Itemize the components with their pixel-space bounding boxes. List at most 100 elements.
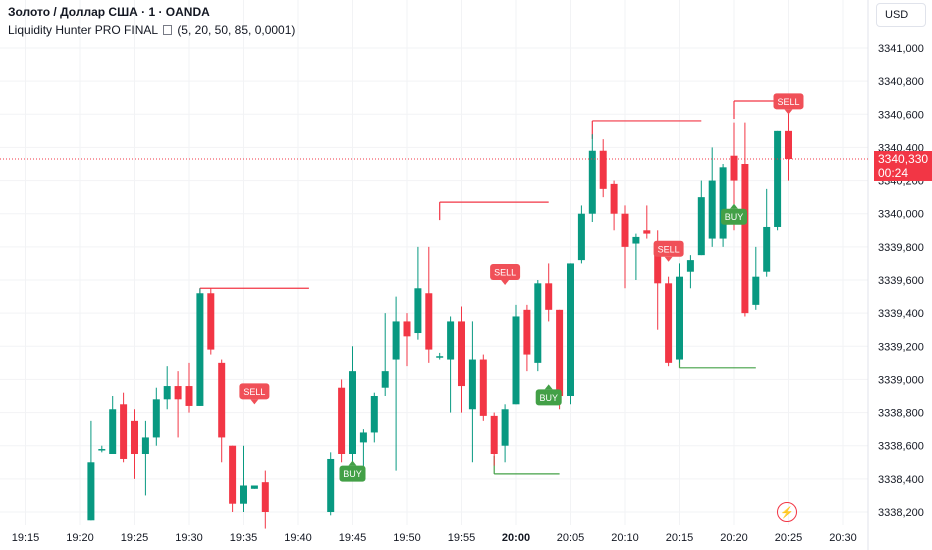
candle-body — [654, 243, 662, 284]
candle-body — [392, 321, 400, 360]
candle-down — [643, 205, 651, 239]
candle-up — [774, 130, 782, 231]
currency-button[interactable]: USD — [876, 3, 926, 27]
candle-up — [359, 429, 367, 471]
candle-up — [250, 485, 258, 489]
candle-up — [436, 352, 444, 360]
candle-body — [632, 236, 640, 244]
time-tick-label: 19:30 — [175, 532, 203, 544]
price-axis[interactable]: 3341,0003340,8003340,6003340,4003340,200… — [878, 43, 924, 519]
buy-signal: BUY — [721, 203, 747, 225]
signal-badge — [339, 465, 366, 482]
candle-up — [632, 233, 640, 280]
signal-badge — [239, 383, 270, 400]
resistance-level — [591, 120, 702, 139]
candle-body — [141, 437, 149, 454]
bar-countdown: 00:24 — [878, 166, 909, 180]
candle-body — [479, 359, 487, 416]
current-price-value: 3340,330 — [878, 152, 929, 166]
time-tick-label: 20:20 — [720, 532, 748, 544]
candle-body — [120, 404, 128, 459]
candle-up — [468, 321, 476, 463]
candle-up — [240, 445, 247, 512]
current-price-tag: 3340,330 00:24 — [874, 151, 932, 181]
candle-body — [87, 462, 95, 521]
candle-body — [131, 420, 138, 454]
signal-label: BUY — [725, 212, 744, 222]
indicator-settings-icon[interactable] — [162, 25, 172, 35]
support-level — [493, 455, 560, 475]
time-tick-label: 20:10 — [611, 532, 639, 544]
candle-body — [414, 288, 422, 334]
candle-down — [458, 306, 465, 413]
candle-down — [403, 313, 411, 367]
signal-label: SELL — [777, 97, 799, 107]
candle-body — [436, 356, 444, 358]
candle-down — [610, 180, 618, 231]
replay-bolt-icon[interactable]: ⚡ — [777, 502, 797, 522]
signal-badge — [535, 389, 562, 406]
candle-body — [174, 386, 182, 400]
candle-up — [763, 188, 771, 277]
signal-label: BUY — [343, 469, 362, 479]
candle-up — [697, 180, 705, 256]
candle-body — [207, 293, 215, 350]
candle-body — [610, 183, 618, 214]
candle-body — [774, 130, 782, 227]
indicator-params: (5, 20, 50, 85, 0,0001) — [177, 23, 296, 37]
candle-up — [708, 147, 716, 247]
candle-body — [545, 283, 553, 310]
signal-pointer — [544, 384, 553, 390]
candle-down — [229, 445, 237, 512]
candle-up — [109, 396, 117, 454]
candle-down — [261, 470, 269, 529]
candle-up — [196, 288, 204, 406]
price-tick-label: 3338,800 — [878, 408, 924, 420]
candle-body — [556, 309, 564, 396]
candle-up — [588, 134, 596, 222]
price-tick-label: 3340,800 — [878, 76, 924, 88]
price-tick-label: 3341,000 — [878, 43, 924, 55]
candle-down — [785, 110, 792, 181]
time-tick-label: 20:00 — [502, 532, 530, 544]
candle-up — [501, 404, 509, 463]
candle-body — [708, 180, 716, 239]
indicator-legend[interactable]: Liquidity Hunter PRO FINAL (5, 20, 50, 8… — [8, 23, 295, 37]
sell-signal: SELL — [490, 264, 521, 285]
candle-down — [120, 392, 128, 463]
candle-body — [98, 449, 106, 451]
time-tick-label: 20:30 — [829, 532, 857, 544]
candle-body — [338, 387, 346, 454]
time-tick-label: 19:15 — [12, 532, 40, 544]
candle-body — [327, 458, 335, 512]
candle-down — [621, 205, 629, 289]
candle-body — [403, 321, 411, 337]
candle-body — [577, 213, 585, 261]
symbol-title[interactable]: Золото / Доллар США · 1 · OANDA — [8, 5, 210, 19]
sell-signal: SELL — [773, 93, 804, 115]
time-tick-label: 19:45 — [339, 532, 367, 544]
candle-body — [447, 321, 455, 360]
candle-down — [218, 359, 226, 463]
candle-down — [185, 362, 193, 413]
indicator-name: Liquidity Hunter PRO FINAL — [8, 23, 158, 37]
signal-markers: SELL BUY SELL BUY SELL BUY SELL — [239, 93, 804, 482]
candle-up — [98, 445, 106, 453]
signal-pointer — [730, 203, 738, 209]
signal-pointer — [250, 399, 259, 405]
candle-up — [752, 246, 760, 310]
candle-body — [490, 415, 498, 454]
candle-body — [250, 485, 258, 489]
signal-badge — [653, 240, 684, 257]
time-axis[interactable]: 19:15 19:20 19:25 19:30 19:35 19:40 19:45 19:50… — [12, 532, 857, 544]
candle-body — [752, 276, 760, 305]
candle-body — [163, 386, 171, 400]
currency-label: USD — [885, 9, 909, 21]
candle-body — [697, 197, 705, 256]
candle-up — [567, 263, 574, 405]
candle-up — [392, 296, 400, 471]
time-tick-label: 19:55 — [448, 532, 476, 544]
candle-body — [643, 230, 651, 234]
candle-body — [588, 150, 596, 214]
